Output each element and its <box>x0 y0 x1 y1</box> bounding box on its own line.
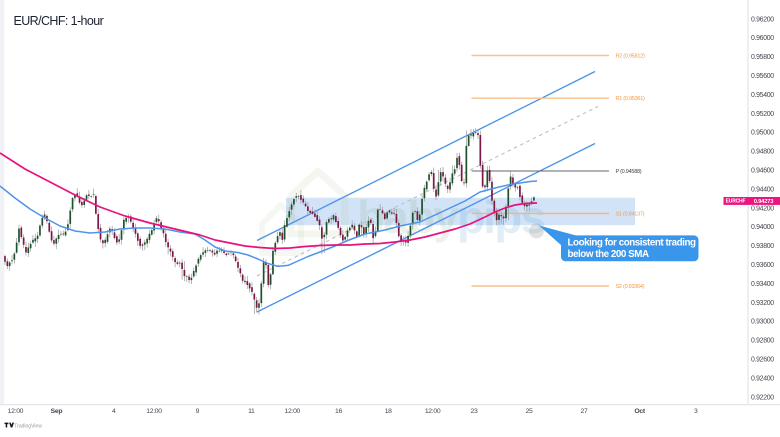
svg-text:23: 23 <box>471 408 478 415</box>
svg-text:Oct: Oct <box>634 408 645 415</box>
svg-text:16: 16 <box>335 408 342 415</box>
svg-text:3: 3 <box>694 408 698 415</box>
svg-text:P (0.94588): P (0.94588) <box>616 169 642 175</box>
svg-text:12:00: 12:00 <box>425 408 441 415</box>
svg-text:0.95600: 0.95600 <box>751 73 774 80</box>
svg-text:R1 (0.95361): R1 (0.95361) <box>616 96 646 102</box>
svg-text:0.95800: 0.95800 <box>751 54 774 61</box>
svg-text:0.93200: 0.93200 <box>751 300 774 307</box>
svg-text:0.94273: 0.94273 <box>754 199 775 205</box>
svg-text:0.94000: 0.94000 <box>751 224 774 231</box>
svg-text:0.92200: 0.92200 <box>751 394 774 401</box>
svg-text:Looking for consistent trading: Looking for consistent trading <box>568 238 696 249</box>
svg-text:EURCHF: EURCHF <box>726 199 746 205</box>
svg-text:below the 200 SMA: below the 200 SMA <box>568 249 649 260</box>
svg-text:0.93800: 0.93800 <box>751 243 774 250</box>
svg-text:0.94200: 0.94200 <box>751 205 774 212</box>
svg-text:EUR/CHF: 1-hour: EUR/CHF: 1-hour <box>14 14 104 28</box>
svg-text:0.94800: 0.94800 <box>751 149 774 156</box>
svg-text:0.93000: 0.93000 <box>751 319 774 326</box>
svg-text:11: 11 <box>248 408 255 415</box>
svg-text:0.95400: 0.95400 <box>751 92 774 99</box>
svg-text:12:00: 12:00 <box>8 408 24 415</box>
svg-text:0.93400: 0.93400 <box>751 281 774 288</box>
svg-text:TradingView: TradingView <box>14 423 42 429</box>
svg-text:18: 18 <box>385 408 392 415</box>
svg-text:0.95000: 0.95000 <box>751 130 774 137</box>
svg-text:25: 25 <box>526 408 533 415</box>
svg-text:4: 4 <box>112 408 116 415</box>
svg-text:0.92600: 0.92600 <box>751 357 774 364</box>
svg-text:S2 (0.93364): S2 (0.93364) <box>616 284 645 290</box>
svg-text:S1 (0.94137): S1 (0.94137) <box>616 212 645 218</box>
svg-text:12:00: 12:00 <box>285 408 301 415</box>
svg-text:Sep: Sep <box>51 408 63 415</box>
svg-text:27: 27 <box>581 408 588 415</box>
svg-text:0.94400: 0.94400 <box>751 186 774 193</box>
svg-text:0.92800: 0.92800 <box>751 338 774 345</box>
svg-text:12:00: 12:00 <box>146 408 162 415</box>
svg-text:0.93600: 0.93600 <box>751 262 774 269</box>
svg-text:R2 (0.95812): R2 (0.95812) <box>616 54 646 60</box>
svg-text:0.95200: 0.95200 <box>751 111 774 118</box>
svg-text:0.96000: 0.96000 <box>751 35 774 42</box>
svg-text:0.92400: 0.92400 <box>751 375 774 382</box>
svg-text:9: 9 <box>196 408 200 415</box>
svg-text:0.94600: 0.94600 <box>751 168 774 175</box>
svg-text:0.96200: 0.96200 <box>751 16 774 23</box>
